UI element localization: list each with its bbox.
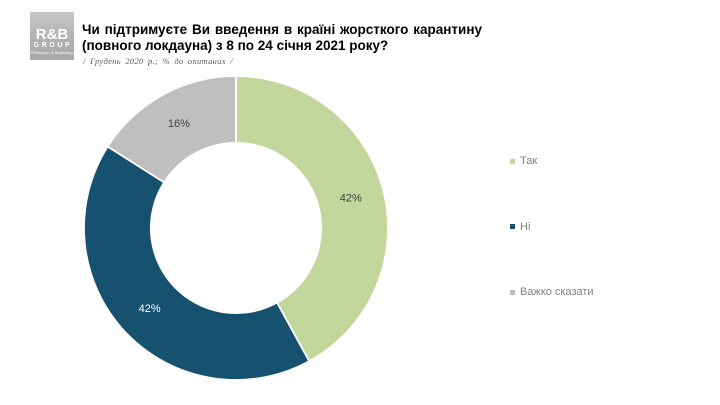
donut-chart: 42% 42% 16% xyxy=(81,73,391,383)
data-label-1: 42% xyxy=(340,192,362,204)
donut-slice-1 xyxy=(235,75,389,363)
donut-chart-svg: 42% 42% 16% xyxy=(83,75,389,381)
legend-label: Так xyxy=(520,155,538,167)
legend-label: Ні xyxy=(520,220,531,233)
logo-group-text: GROUP xyxy=(33,42,73,49)
data-label-3: 16% xyxy=(168,118,190,130)
legend-marker-icon xyxy=(510,224,515,229)
chart-legend: Так Ні Важко сказати xyxy=(510,153,594,350)
legend-label: Важко сказати xyxy=(520,286,594,298)
chart-subtitle: / Грудень 2020 р.; % до опитаних / xyxy=(83,56,233,66)
logo-rb-text: R&B xyxy=(35,26,69,43)
chart-title: Чи підтримуєте Ви введення в країні жорс… xyxy=(82,22,482,53)
logo-tagline-text: Research & Branding xyxy=(31,50,73,55)
legend-item-2: Ні xyxy=(510,219,594,235)
rb-group-logo: R&B GROUP Research & Branding xyxy=(30,12,74,60)
data-label-2: 42% xyxy=(139,303,161,315)
donut-slice-3 xyxy=(106,75,237,184)
legend-marker-icon xyxy=(510,158,515,164)
legend-marker-icon xyxy=(510,289,515,295)
donut-slice-2 xyxy=(83,145,311,381)
legend-item-1: Так xyxy=(510,153,594,169)
legend-item-3: Важко сказати xyxy=(510,284,594,300)
